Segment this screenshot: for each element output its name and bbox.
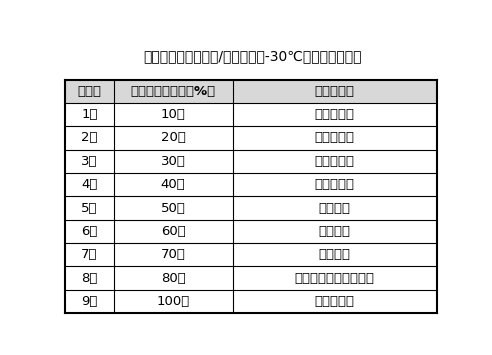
Text: 6。: 6。 [81,225,98,238]
Text: 未结冻。: 未结冻。 [319,248,351,261]
Text: 表１不同浓度乙二醇/水体系溶液-30℃结冻试验现象。: 表１不同浓度乙二醇/水体系溶液-30℃结冻试验现象。 [143,49,362,64]
Text: 未结冻。: 未结冻。 [319,225,351,238]
Text: 20。: 20。 [161,131,185,144]
Text: 未结冻。: 未结冻。 [319,202,351,214]
Text: 8。: 8。 [81,272,98,285]
Text: 底部有少量液体结冻。: 底部有少量液体结冻。 [295,272,375,285]
Text: 序号。: 序号。 [77,85,101,98]
Text: 2。: 2。 [81,131,98,144]
Text: 乙二醇体积百分比%。: 乙二醇体积百分比%。 [130,85,215,98]
Text: 完全结冻。: 完全结冻。 [315,155,355,168]
Text: 70。: 70。 [161,248,185,261]
Text: 10。: 10。 [161,108,185,121]
Text: 1。: 1。 [81,108,98,121]
Text: 完全结冻。: 完全结冻。 [315,131,355,144]
Text: 完全结冻。: 完全结冻。 [315,295,355,308]
Text: 7。: 7。 [81,248,98,261]
Text: 80。: 80。 [161,272,185,285]
Text: 100。: 100。 [156,295,190,308]
Text: 50。: 50。 [161,202,185,214]
Text: 5。: 5。 [81,202,98,214]
Text: 4。: 4。 [81,178,98,191]
Text: 3。: 3。 [81,155,98,168]
Text: 30。: 30。 [161,155,185,168]
Bar [65,80,437,103]
Text: 60。: 60。 [161,225,185,238]
Text: 40。: 40。 [161,178,185,191]
Text: 完全结冻。: 完全结冻。 [315,108,355,121]
Text: 试验现象。: 试验现象。 [315,85,355,98]
Text: 9。: 9。 [81,295,98,308]
Text: 完全结冻。: 完全结冻。 [315,178,355,191]
